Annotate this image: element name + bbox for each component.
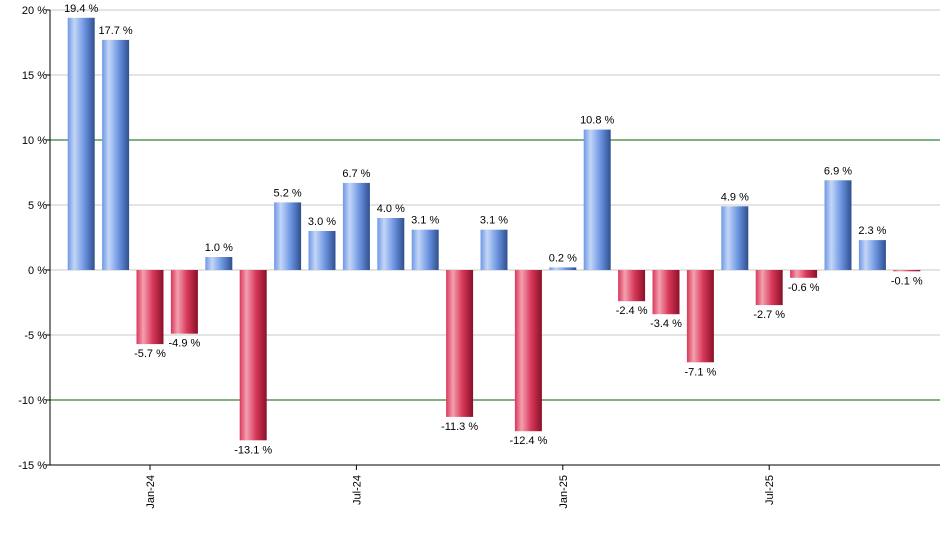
bar [308, 231, 336, 270]
y-tick-label: 20 % [22, 5, 47, 17]
x-tick-label: Jan-25 [558, 475, 570, 509]
bar [446, 270, 474, 417]
bar [342, 182, 370, 270]
bar [411, 229, 439, 270]
data-label: -11.3 % [441, 421, 478, 433]
bar [480, 229, 508, 270]
bar [274, 202, 302, 270]
bar [686, 270, 714, 363]
data-label: 6.7 % [342, 168, 370, 180]
y-tick-label: -5 % [24, 330, 47, 342]
x-tick-label: Jan-24 [145, 475, 157, 509]
bar [549, 267, 577, 270]
y-tick-label: -15 % [18, 460, 47, 472]
y-tick-label: 5 % [28, 200, 47, 212]
data-label: -7.1 % [685, 366, 717, 378]
data-label: -0.6 % [788, 282, 820, 294]
data-label: 0.2 % [549, 252, 577, 264]
bar [893, 270, 921, 272]
bar [583, 129, 611, 270]
bar [377, 218, 405, 270]
x-tick-label: Jul-25 [764, 475, 776, 505]
data-label: 4.0 % [377, 203, 405, 215]
data-label: 6.9 % [824, 165, 852, 177]
x-tick-label: Jul-24 [351, 475, 363, 505]
bar [824, 180, 852, 270]
data-label: 5.2 % [274, 187, 302, 199]
data-label: -12.4 % [509, 435, 547, 447]
data-label: -4.9 % [169, 338, 201, 350]
y-tick-label: -10 % [18, 395, 47, 407]
data-label: 3.1 % [411, 215, 439, 227]
data-label: 3.0 % [308, 216, 336, 228]
bar [170, 270, 198, 334]
data-label: 4.9 % [721, 191, 749, 203]
bar [102, 39, 130, 271]
data-label: 19.4 % [64, 3, 98, 15]
data-label: -0.1 % [891, 275, 923, 287]
data-label: 1.0 % [205, 242, 233, 254]
data-label: 2.3 % [858, 225, 886, 237]
y-tick-label: 15 % [22, 70, 47, 82]
data-label: 3.1 % [480, 215, 508, 227]
bar [790, 270, 818, 278]
data-label: -13.1 % [234, 444, 272, 456]
data-label: -3.4 % [650, 318, 682, 330]
bar [755, 270, 783, 306]
y-tick-label: 10 % [22, 135, 47, 147]
data-label: 17.7 % [98, 25, 132, 37]
y-tick-label: 0 % [28, 265, 47, 277]
bar [514, 270, 542, 432]
data-label: -2.4 % [616, 305, 648, 317]
bar [205, 257, 233, 270]
bar [136, 270, 164, 345]
bar [67, 17, 95, 270]
bar [239, 270, 267, 441]
bar [652, 270, 680, 315]
data-label: 10.8 % [580, 115, 614, 127]
bar [858, 240, 886, 270]
data-label: -2.7 % [753, 309, 785, 321]
data-label: -5.7 % [134, 348, 166, 360]
bar [721, 206, 749, 270]
bar [618, 270, 646, 302]
